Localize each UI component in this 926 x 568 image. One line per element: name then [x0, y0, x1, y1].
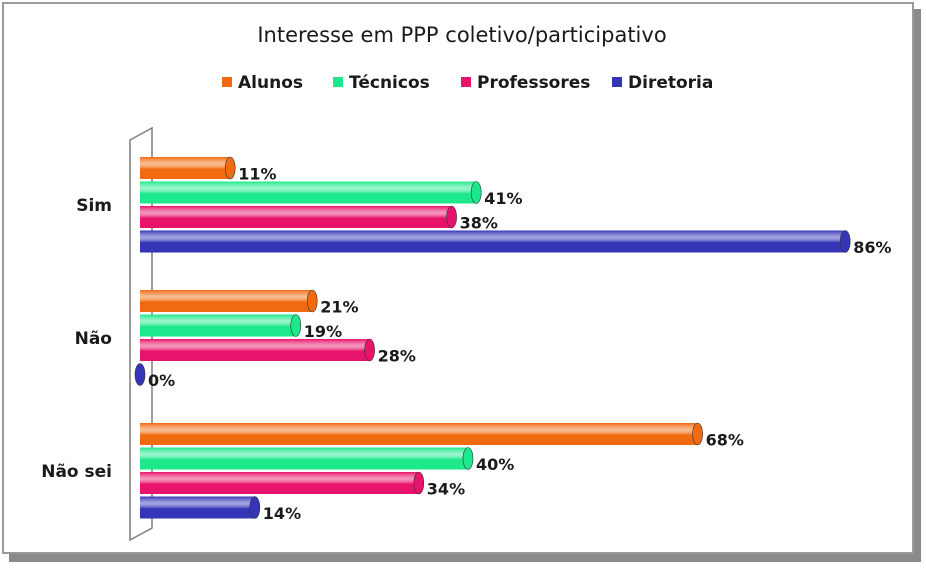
value-label: 38% [460, 214, 498, 233]
bar-cap [134, 363, 146, 386]
value-label: 19% [304, 322, 342, 341]
bar-cap [224, 156, 236, 180]
bar-cap [306, 289, 318, 313]
value-label: 14% [263, 504, 301, 523]
legend-text: Professores [477, 73, 590, 93]
bar-cap [470, 181, 482, 204]
category-label: Não sei [41, 462, 112, 482]
value-label: 86% [853, 238, 891, 257]
value-label: 68% [706, 431, 744, 450]
bar-cap [364, 338, 375, 362]
bar [140, 206, 452, 228]
value-label: 0% [148, 371, 175, 390]
bar [140, 181, 477, 204]
bar-cap [446, 205, 457, 229]
bar-cap [413, 471, 425, 495]
bar-cap [462, 447, 474, 470]
category-label: Sim [76, 196, 112, 216]
bar [140, 447, 468, 470]
legend-marker [461, 77, 471, 87]
bar-cap [692, 422, 703, 446]
bar [140, 423, 698, 445]
chart-title: Interesse em PPP coletivo/participativo [257, 23, 666, 47]
bar [140, 314, 296, 337]
legend-marker [222, 77, 232, 87]
legend-marker [612, 77, 622, 87]
value-label: 34% [427, 480, 465, 499]
legend-text: Diretoria [628, 73, 713, 93]
bar [140, 496, 255, 519]
bar [140, 472, 419, 494]
bar-cap [290, 314, 302, 337]
value-label: 11% [238, 165, 276, 184]
value-label: 28% [378, 347, 416, 366]
value-label: 41% [484, 189, 522, 208]
bar [140, 290, 313, 312]
bar [140, 230, 846, 253]
value-label: 21% [320, 298, 358, 317]
bar-cap [839, 230, 851, 253]
legend-text: Alunos [238, 73, 303, 93]
value-label: 40% [476, 455, 514, 474]
bar [140, 157, 231, 179]
category-label: Não [75, 329, 112, 349]
legend-marker [333, 77, 343, 87]
bar-cap [249, 496, 261, 519]
legend-text: Técnicos [349, 73, 430, 93]
bar [140, 339, 370, 361]
